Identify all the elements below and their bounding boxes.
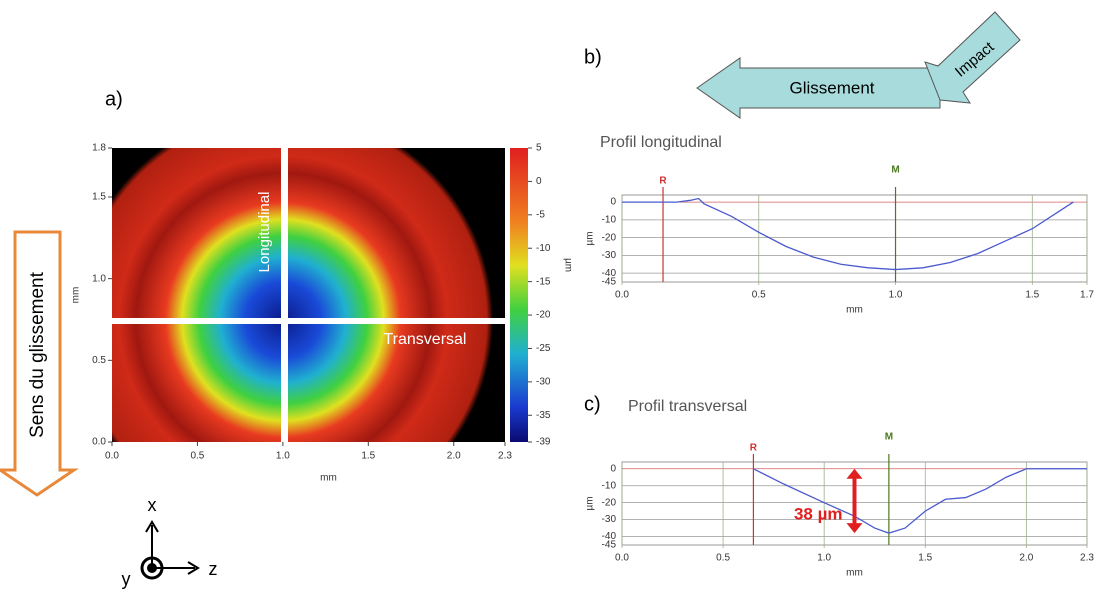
y-tick-label: -20 [602,497,617,508]
x-tick-label: 0.0 [105,451,119,462]
colorbar [510,148,528,442]
axis-letter: z [209,559,218,579]
x-axis-label: mm [846,305,863,316]
x-tick-label: 2.0 [447,451,461,462]
y-axis-label: µm [585,231,596,245]
x-tick-label: 1.7 [1080,290,1094,301]
x-tick-label: 0.5 [752,290,766,301]
x-tick-label: 0.5 [190,451,204,462]
x-tick-label: 0.5 [716,553,730,564]
annotation: Transversal [384,331,467,348]
y-tick-label: 0.0 [92,437,106,448]
colorbar-tick-label: -15 [536,276,551,287]
impact-arrow [924,11,1021,104]
y-tick-label: -10 [602,214,617,225]
y-tick-label: -40 [602,268,617,279]
colorbar-tick-label: 0 [536,176,542,187]
y-tick-label: -45 [602,277,617,288]
y-tick-label: -40 [602,531,617,542]
profile-line [622,197,1074,271]
cursor-label: R [750,443,758,454]
arrow-head [846,523,863,534]
y-tick-label: -30 [602,514,617,525]
x-tick-label: 1.5 [1025,290,1039,301]
axis-letter: x [148,495,157,515]
x-tick-label: 0.0 [615,290,629,301]
triad [140,520,200,580]
colorbar-tick-label: 5 [536,143,542,154]
y-tick-label: -20 [602,232,617,243]
colorbar-tick-label: -35 [536,410,551,421]
colorbar-label: µm [562,258,573,272]
x-tick-label: 1.0 [276,451,290,462]
x-tick-label: 1.5 [918,553,932,564]
heatmap-image [112,148,493,442]
x-tick-label: 1.0 [817,553,831,564]
y-tick-label: -45 [602,540,617,551]
x-axis-label: mm [320,473,337,484]
y-tick-label: -10 [602,480,617,491]
x-tick-label: 2.0 [1019,553,1033,564]
x-tick-label: 2.3 [1080,553,1094,564]
colorbar-tick-label: -25 [536,343,551,354]
cursor-label: M [891,165,899,176]
colorbar-tick-label: -30 [536,377,551,388]
y-axis-label: µm [585,496,596,510]
profile-line [753,468,1087,534]
depth-label: 38 µm [794,504,843,523]
annotation: Longitudinal [256,192,273,273]
x-tick-label: 0.0 [615,553,629,564]
chart-title: Profil longitudinal [600,134,722,151]
y-tick-label: 0 [610,197,616,208]
x-tick-label: 1.0 [889,290,903,301]
arrow-label: Sens du glissement [27,271,48,438]
plot-area [621,194,1088,283]
x-tick-label: 1.5 [361,451,375,462]
x-tick-label: 2.3 [498,451,512,462]
chart-title: Profil transversal [628,398,747,415]
cursor-label: M [885,432,893,443]
arrow-label: Glissement [789,78,874,97]
colorbar-tick-label: -10 [536,243,551,254]
section-line [112,318,505,324]
x-axis-label: mm [846,568,863,579]
cursor-label: R [659,176,667,187]
colorbar-tick-label: -20 [536,310,551,321]
panel-label: c) [584,393,601,415]
y-tick-label: -30 [602,250,617,261]
y-tick-label: 0.5 [92,355,106,366]
panel-label: b) [584,46,602,68]
axis-letter: y [122,569,131,589]
y-tick-label: 1.0 [92,273,106,284]
y-axis-label: mm [71,287,82,304]
colorbar-tick-label: -5 [536,209,545,220]
y-tick-label: 1.8 [92,143,106,154]
colorbar-tick-label: -39 [536,437,551,448]
sens-arrow [0,230,79,497]
panel-label: a) [105,88,123,110]
section-line [281,148,288,442]
arrow-head [846,468,863,479]
y-tick-label: 0 [610,463,616,474]
y-tick-label: 1.5 [92,192,106,203]
